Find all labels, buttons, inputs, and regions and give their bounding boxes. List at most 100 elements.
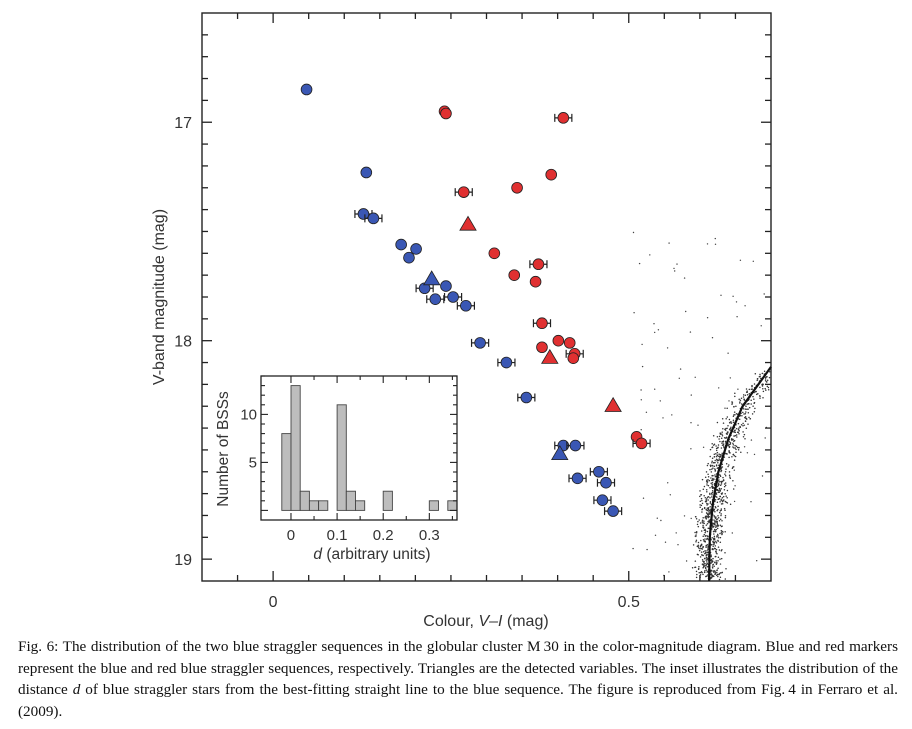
field-star-dot: [717, 535, 719, 537]
field-star-dot: [730, 420, 732, 423]
blue-circle-point: [443, 291, 463, 303]
field-star-dot: [718, 453, 720, 455]
field-star-dot: [761, 475, 764, 477]
marker-triangle: [604, 396, 622, 412]
field-star-dot: [732, 466, 735, 468]
field-star-dot: [728, 456, 730, 459]
field-star-dot: [722, 495, 725, 498]
field-star-dot: [761, 385, 764, 387]
field-star-dot: [697, 568, 700, 570]
field-star-dot: [712, 530, 715, 533]
blue-circle-point: [589, 465, 609, 478]
field-star-dot: [721, 452, 723, 455]
field-star-dot: [713, 539, 715, 541]
field-star-dot: [689, 331, 692, 333]
marker-circle: [545, 168, 558, 181]
field-star-dot: [720, 532, 723, 534]
field-star-dot: [717, 514, 719, 517]
field-star-dot: [679, 368, 682, 370]
field-star-dot: [710, 492, 713, 495]
field-star-dot: [738, 418, 741, 421]
field-star-dot: [764, 376, 767, 379]
field-star-dot: [669, 494, 671, 496]
field-star-dot: [702, 524, 704, 527]
field-star-dot: [735, 427, 738, 430]
field-star-dot: [677, 544, 679, 546]
field-star-dot: [746, 408, 748, 411]
field-star-dot: [654, 331, 656, 334]
field-star-dot: [742, 396, 745, 398]
field-star-dot: [654, 534, 657, 536]
field-star-dot: [748, 402, 750, 405]
field-star-dot: [711, 561, 713, 563]
field-star-dot: [762, 388, 764, 390]
field-star-dot: [726, 433, 728, 435]
marker-circle: [532, 258, 545, 271]
field-star-dot: [667, 482, 669, 484]
field-star-dot: [699, 571, 702, 574]
field-star-dot: [743, 399, 746, 401]
field-star-dot: [732, 453, 734, 456]
field-star-dot: [712, 479, 714, 482]
field-star-dot: [724, 482, 727, 484]
marker-circle: [607, 505, 619, 517]
histogram-bar: [299, 490, 310, 511]
marker-triangle: [423, 270, 441, 286]
field-star-dot: [704, 557, 706, 560]
field-star-dot: [725, 427, 727, 430]
field-star-dot: [752, 395, 754, 398]
field-star-dot: [717, 461, 719, 464]
field-star-dot: [704, 538, 706, 540]
field-star-dot: [716, 460, 718, 462]
field-star-dot: [714, 529, 716, 532]
marker-circle: [395, 238, 407, 251]
marker-circle: [563, 337, 576, 349]
field-star-dot: [711, 481, 714, 484]
field-star-dot: [724, 509, 726, 512]
field-star-dot: [728, 451, 731, 453]
field-star-dot: [715, 465, 718, 467]
field-star-dot: [742, 411, 744, 414]
marker-circle: [508, 269, 521, 281]
field-star-dot: [717, 444, 720, 446]
field-star-dot: [699, 546, 702, 548]
field-star-dot: [713, 519, 715, 521]
field-star-dot: [744, 412, 747, 415]
histogram-bar: [281, 433, 292, 511]
field-star-dot: [731, 456, 733, 458]
field-star-dot: [765, 389, 767, 391]
field-star-dot: [717, 546, 720, 548]
field-star-dot: [713, 541, 715, 543]
field-star-dot: [715, 449, 718, 452]
field-star-dot: [764, 437, 766, 439]
field-star-dot: [702, 539, 705, 541]
field-star-dot: [716, 518, 719, 520]
field-star-dot: [706, 513, 709, 516]
field-star-dot: [662, 417, 664, 419]
field-star-dot: [718, 455, 720, 458]
field-star-dot: [747, 423, 749, 425]
field-star-dot: [724, 515, 727, 517]
field-star-dot: [746, 452, 749, 454]
histogram-bar: [308, 500, 320, 511]
field-star-dot: [702, 573, 704, 576]
red-circle-point: [554, 112, 573, 124]
field-star-dot: [745, 411, 747, 413]
field-star-dot: [744, 408, 747, 410]
field-star-dot: [711, 547, 714, 550]
field-star-dot: [718, 511, 721, 514]
field-star-dot: [736, 446, 739, 449]
field-star-dot: [705, 517, 708, 519]
field-star-dot: [690, 517, 692, 520]
field-star-dot: [728, 445, 731, 448]
field-star-dot: [720, 499, 722, 502]
field-star-dot: [640, 389, 642, 391]
field-star-dot: [715, 560, 717, 562]
field-star-dot: [723, 507, 726, 510]
inset-bars: [281, 385, 458, 511]
field-star-dot: [704, 531, 706, 534]
field-star-dot: [690, 394, 692, 396]
field-star-dot: [719, 518, 722, 520]
field-star-dot: [720, 514, 722, 517]
x-tick-label: 0: [269, 594, 278, 611]
